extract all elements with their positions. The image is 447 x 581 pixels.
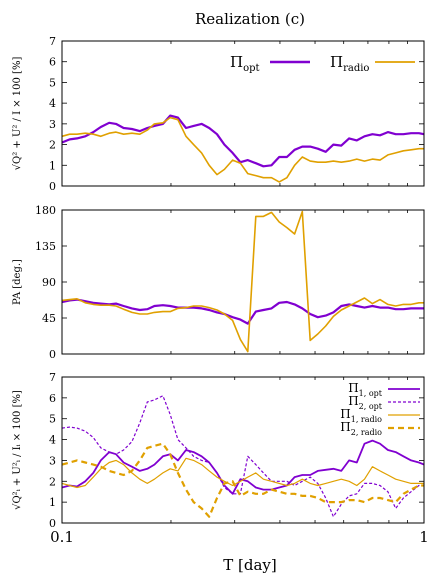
panel-2: 0 45 90 135 180 PA [deg.] <box>12 204 425 361</box>
y-tick-label: 1 <box>49 496 56 509</box>
plot-frame <box>61 40 425 187</box>
series-line-3-2 <box>61 395 424 518</box>
y-axis-label: PA [deg.] <box>12 259 23 305</box>
series-line-3-1 <box>61 439 425 495</box>
panel-3: 0 1 2 3 4 5 6 7 √Q²ᵢ + U²ᵢ / Iᵢ × 100 [%] Π1, opt… <box>12 371 425 530</box>
y-tick-label: 6 <box>49 56 56 69</box>
y-tick-label: 180 <box>35 204 56 217</box>
y-axis-label: √Q² + U² / I × 100 [%] <box>12 57 23 171</box>
y-tick-label: 3 <box>49 454 56 467</box>
y-tick-label: 45 <box>42 312 56 325</box>
legend-label-radio: Πradio <box>330 53 369 74</box>
legend-label-1: Π1, opt <box>348 381 383 398</box>
y-tick-label: 6 <box>49 392 56 405</box>
plot-frame <box>61 209 425 355</box>
y-tick-label: 5 <box>49 76 56 89</box>
y-tick-label: 135 <box>35 240 56 253</box>
legend-label-opt: Πopt <box>230 53 260 74</box>
series-line-2-2 <box>61 210 424 353</box>
y-tick-label: 2 <box>49 475 56 488</box>
y-tick-label: 0 <box>49 180 56 193</box>
y-tick-label: 2 <box>49 139 56 152</box>
series-line-2-1 <box>61 298 424 325</box>
x-tick-label: 0.1 <box>50 528 74 546</box>
y-tick-label: 4 <box>49 97 56 110</box>
y-tick-label: 1 <box>49 159 56 172</box>
y-tick-label: 3 <box>49 118 56 131</box>
legend-label-4: Π2, radio <box>340 420 382 437</box>
series-line-3-4 <box>61 442 424 518</box>
series-line-1-2 <box>61 116 424 183</box>
chart-title: Realization (c) <box>195 10 305 28</box>
panel-1: 0 1 2 3 4 5 6 7 √Q² + U² / I × 100 [%] Πopt Πradio <box>12 35 425 193</box>
y-tick-label: 0 <box>49 517 56 530</box>
y-axis-label: √Q²ᵢ + U²ᵢ / Iᵢ × 100 [%] <box>12 390 23 510</box>
x-axis-label: T [day] <box>223 556 277 574</box>
y-tick-label: 90 <box>42 276 56 289</box>
series-line-3-3 <box>61 457 424 489</box>
series-line-1-1 <box>61 114 425 168</box>
legend-label-3: Π1, radio <box>340 407 382 424</box>
y-tick-label: 5 <box>49 413 56 426</box>
plot-frame <box>61 376 425 524</box>
y-tick-label: 4 <box>49 434 56 447</box>
y-tick-label: 0 <box>49 348 56 361</box>
x-tick-label: 1 <box>419 528 429 546</box>
y-tick-label: 7 <box>49 371 56 384</box>
legend-label-2: Π2, opt <box>348 394 383 411</box>
y-tick-label: 7 <box>49 35 56 48</box>
